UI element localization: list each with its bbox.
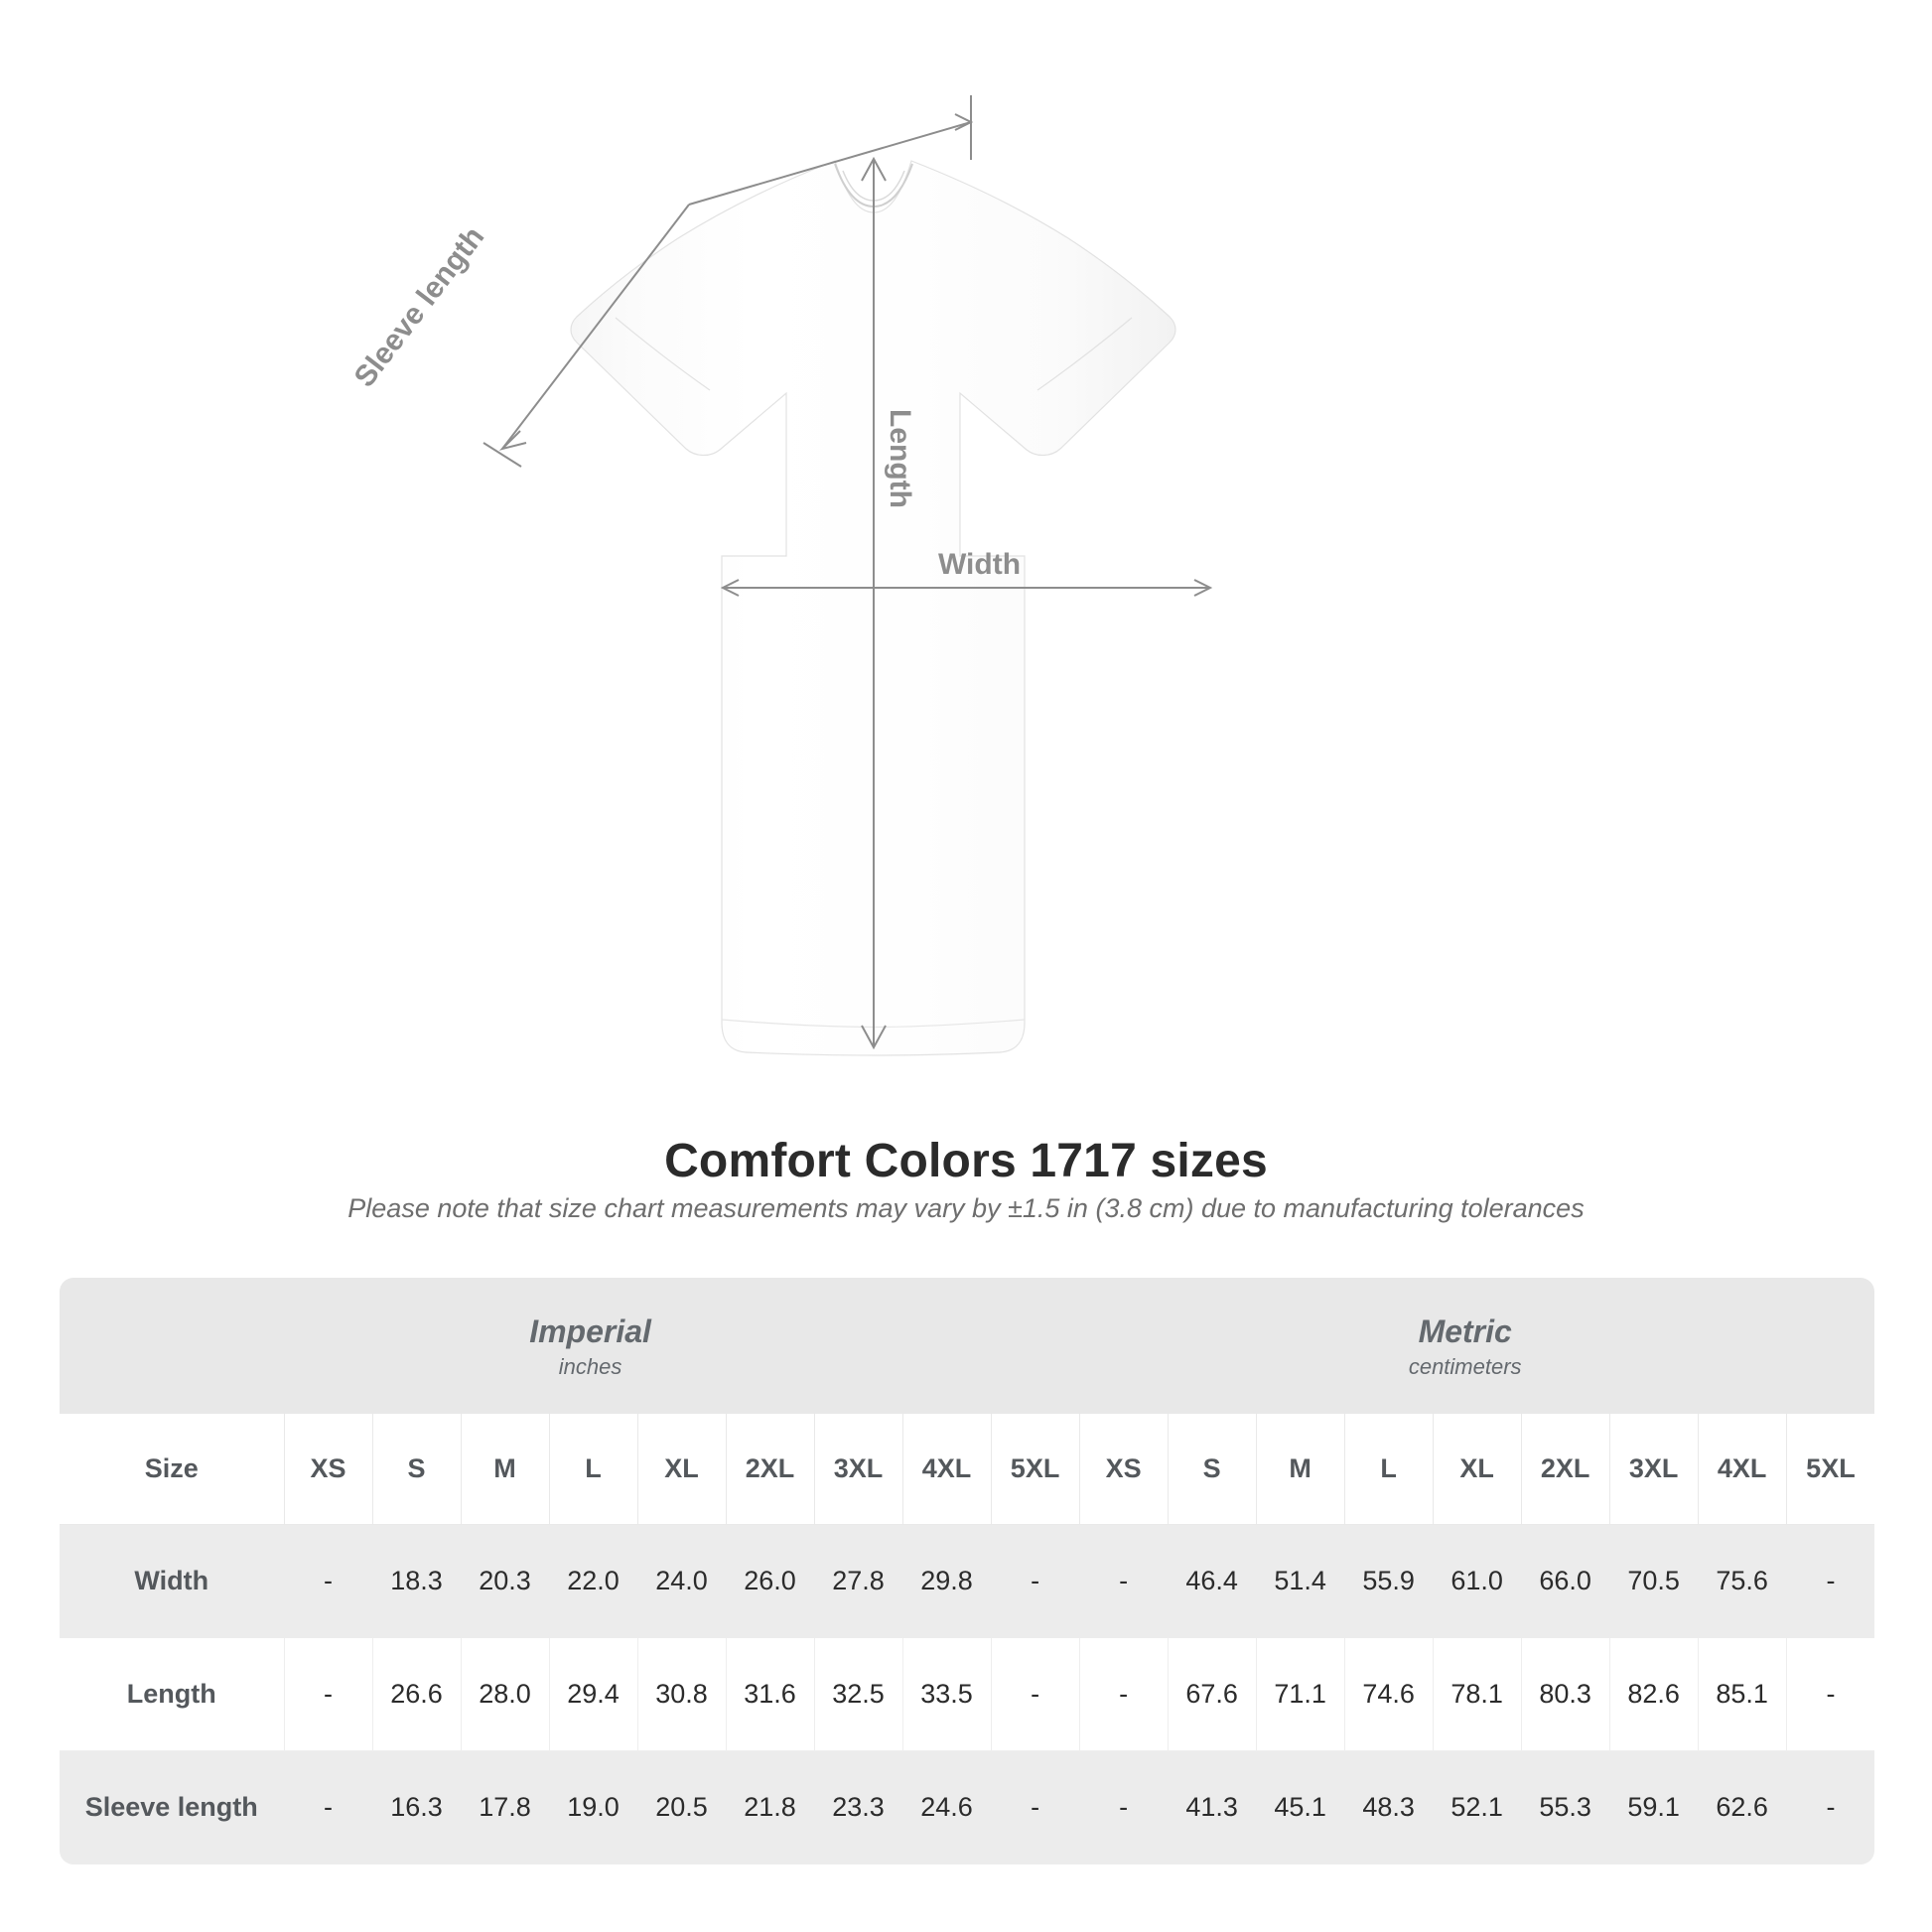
- svg-text:Length: Length: [884, 409, 916, 508]
- svg-text:Width: Width: [938, 548, 1021, 581]
- svg-text:Sleeve length: Sleeve length: [348, 220, 491, 393]
